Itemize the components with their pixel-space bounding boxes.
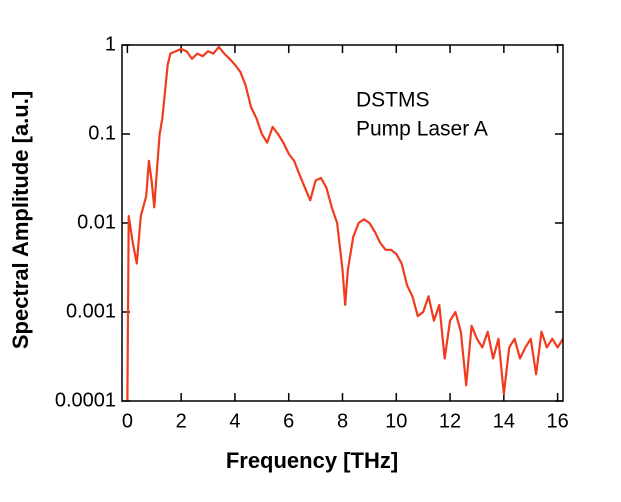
x-tick-label: 10 [385,410,407,432]
y-tick-label: 0.0001 [55,389,116,411]
y-tick-label: 0.01 [77,211,116,233]
x-tick-label: 14 [493,410,515,432]
plot-frame [121,44,564,402]
x-tick-label: 12 [439,410,461,432]
y-axis-title: Spectral Amplitude [a.u.] [8,91,33,349]
x-tick-label: 4 [229,410,240,432]
x-tick-label: 6 [283,410,294,432]
annotation: DSTMS [356,89,430,112]
spectrum-line [126,45,564,402]
y-tick-label: 0.1 [88,122,116,144]
y-tick-label: 1 [105,33,116,55]
x-axis-title: Frequency [THz] [226,448,398,473]
x-tick-label: 2 [176,410,187,432]
x-tick-label: 8 [337,410,348,432]
annotation: Pump Laser A [356,118,488,141]
y-tick-label: 0.001 [66,300,116,322]
x-tick-label: 0 [122,410,133,432]
x-tick-label: 16 [546,410,568,432]
